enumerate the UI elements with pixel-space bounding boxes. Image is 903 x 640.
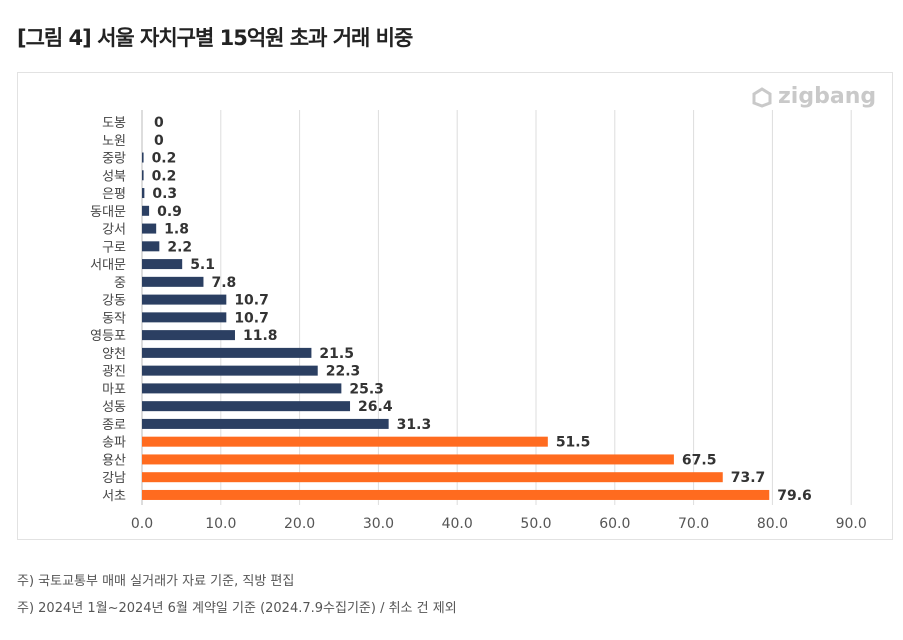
bar bbox=[142, 330, 235, 341]
category-label: 동작 bbox=[102, 311, 126, 326]
category-label: 마포 bbox=[102, 382, 126, 397]
zigbang-logo-icon bbox=[752, 86, 772, 108]
bar-chart: 0.0 10.0 20.0 30.0 40.0 50.0 60.0 70.0 80.0 90.0 도… bbox=[90, 110, 867, 532]
x-tick-label: 80.0 bbox=[757, 516, 788, 532]
category-label: 용산 bbox=[102, 453, 126, 468]
bar bbox=[142, 241, 160, 252]
category-label: 강동 bbox=[102, 294, 126, 309]
category-label: 구로 bbox=[102, 240, 126, 255]
footnote-1: 주) 국토교통부 매매 실거래가 자료 기준, 직방 편집 bbox=[17, 574, 295, 589]
zigbang-logo: zigbang bbox=[750, 84, 876, 109]
data-label: 1.8 bbox=[164, 222, 189, 238]
x-tick-label: 60.0 bbox=[599, 516, 630, 532]
bar bbox=[142, 188, 145, 199]
x-tick-label: 90.0 bbox=[836, 516, 867, 532]
data-label: 26.4 bbox=[358, 399, 393, 415]
data-label: 67.5 bbox=[682, 452, 717, 468]
category-label: 노원 bbox=[102, 134, 126, 149]
category-label: 종로 bbox=[102, 418, 126, 433]
data-label: 0.2 bbox=[152, 168, 177, 184]
chart-title: [그림 4] 서울 자치구별 15억원 초과 거래 비중 bbox=[17, 26, 413, 50]
bar bbox=[142, 436, 548, 447]
bar bbox=[142, 170, 144, 181]
footnote-2: 주) 2024년 1월~2024년 6월 계약일 기준 (2024.7.9수집기… bbox=[17, 601, 457, 616]
data-label: 22.3 bbox=[326, 364, 361, 380]
bar bbox=[142, 276, 204, 287]
chart-frame bbox=[17, 72, 893, 540]
category-label: 동대문 bbox=[90, 205, 126, 220]
bar bbox=[142, 152, 144, 163]
category-label: 중랑 bbox=[102, 152, 126, 167]
category-label: 영등포 bbox=[90, 329, 126, 344]
x-tick-label: 50.0 bbox=[520, 516, 551, 532]
category-label: 서대문 bbox=[90, 258, 126, 273]
bar bbox=[142, 489, 770, 500]
x-tick-label: 70.0 bbox=[678, 516, 709, 532]
x-tick-label: 40.0 bbox=[442, 516, 473, 532]
data-label: 51.5 bbox=[556, 435, 591, 451]
data-label: 0 bbox=[154, 133, 164, 149]
category-label: 중 bbox=[114, 276, 126, 291]
data-label: 73.7 bbox=[731, 470, 766, 486]
data-label: 0.3 bbox=[152, 186, 177, 202]
data-label: 21.5 bbox=[319, 346, 354, 362]
category-label: 양천 bbox=[102, 347, 126, 362]
x-tick-label: 30.0 bbox=[363, 516, 394, 532]
data-label: 7.8 bbox=[211, 275, 236, 291]
bar bbox=[142, 347, 312, 358]
category-label: 도봉 bbox=[102, 116, 126, 131]
bar bbox=[142, 205, 150, 216]
data-label: 10.7 bbox=[234, 310, 269, 326]
data-label: 2.2 bbox=[167, 239, 192, 255]
bar bbox=[142, 454, 674, 465]
category-label: 성북 bbox=[102, 169, 126, 184]
category-label: 광진 bbox=[102, 365, 126, 380]
bar bbox=[142, 312, 227, 323]
category-label: 성동 bbox=[102, 400, 126, 415]
data-label: 0.2 bbox=[152, 151, 177, 167]
logo-text: zigbang bbox=[778, 84, 877, 109]
bar bbox=[142, 418, 389, 429]
bar bbox=[142, 472, 723, 483]
category-label: 강서 bbox=[102, 223, 126, 238]
data-label: 10.7 bbox=[234, 293, 269, 309]
bar bbox=[142, 223, 157, 234]
data-label: 25.3 bbox=[349, 381, 384, 397]
bar bbox=[142, 401, 351, 412]
bar bbox=[142, 365, 318, 376]
category-label: 은평 bbox=[102, 187, 126, 202]
data-label: 0.9 bbox=[157, 204, 182, 220]
bar bbox=[142, 383, 342, 394]
bar bbox=[142, 294, 227, 305]
data-label: 0 bbox=[154, 115, 164, 131]
data-label: 79.6 bbox=[777, 488, 812, 504]
x-tick-label: 10.0 bbox=[205, 516, 236, 532]
category-label: 송파 bbox=[102, 436, 126, 451]
x-tick-label: 0.0 bbox=[131, 516, 153, 532]
category-label: 서초 bbox=[102, 489, 126, 504]
x-tick-label: 20.0 bbox=[284, 516, 315, 532]
data-label: 5.1 bbox=[190, 257, 215, 273]
bar bbox=[142, 259, 183, 270]
data-label: 31.3 bbox=[397, 417, 432, 433]
data-label: 11.8 bbox=[243, 328, 278, 344]
category-label: 강남 bbox=[102, 471, 126, 486]
